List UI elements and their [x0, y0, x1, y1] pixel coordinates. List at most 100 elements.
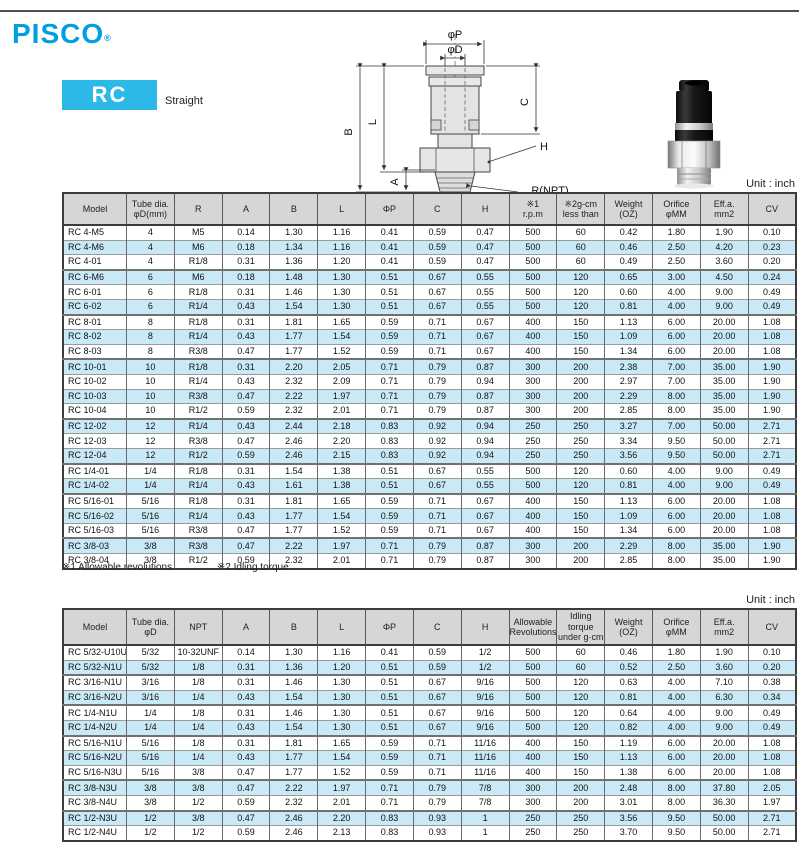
value-cell: 1 [460, 825, 510, 841]
table-row: RC 5/32-U10U 5/32 10-32UNF 0.14 1.30 1.16 0.41… [62, 644, 797, 661]
value-cell: 200 [556, 537, 606, 554]
dim-label-b: B [343, 128, 355, 135]
value-cell: 0.49 [604, 254, 653, 270]
value-cell: 500 [508, 254, 558, 270]
value-cell: 0.79 [412, 779, 462, 796]
table-row: RC 10-03 10 R3/8 0.47 2.22 1.97 0.71 0.79 0.87 30… [62, 388, 797, 404]
value-cell: R3/8 [173, 537, 223, 554]
value-cell: 3/16 [126, 674, 175, 691]
table-row: RC 5/16-01 5/16 R1/8 0.31 1.81 1.65 0.59 0.71 0.… [62, 492, 797, 509]
value-cell: 0.59 [365, 734, 414, 751]
value-cell: 4.00 [651, 704, 701, 721]
value-cell: 150 [556, 522, 606, 539]
value-cell: 1.30 [317, 284, 367, 300]
value-cell: 6.00 [651, 508, 701, 524]
value-cell: 1.52 [317, 343, 367, 360]
model-cell: RC 10-04 [62, 403, 127, 419]
value-cell: 2.71 [747, 417, 797, 434]
value-cell: 1.08 [747, 750, 797, 766]
value-cell: 2.85 [604, 403, 653, 419]
value-cell: 0.51 [365, 298, 414, 315]
value-cell: 0.59 [221, 447, 271, 464]
table-row: RC 12-03 12 R3/8 0.47 2.46 2.20 0.83 0.92 0.94 25… [62, 433, 797, 449]
value-cell: 9/16 [460, 674, 510, 691]
value-cell: 0.59 [365, 750, 414, 766]
value-cell: 0.71 [412, 508, 462, 524]
value-cell: 1.16 [317, 224, 367, 241]
value-cell: 0.31 [221, 313, 271, 330]
value-cell: 0.59 [365, 508, 414, 524]
value-cell: 0.94 [460, 373, 510, 390]
value-cell: 1/4 [126, 704, 175, 721]
value-cell: 0.71 [412, 343, 462, 360]
value-cell: 9.50 [651, 433, 701, 449]
value-cell: 0.59 [365, 313, 414, 330]
value-cell: 20.00 [699, 522, 749, 539]
value-cell: 0.43 [221, 417, 271, 434]
value-cell: 0.71 [365, 794, 414, 811]
value-cell: 1/8 [173, 674, 223, 691]
value-cell: 500 [508, 462, 558, 479]
value-cell: 1/8 [173, 659, 223, 676]
value-cell: 300 [508, 403, 558, 419]
value-cell: 1.77 [269, 329, 319, 345]
value-cell: 0.49 [747, 719, 797, 736]
model-cell: RC 5/32-N1U [62, 659, 127, 676]
value-cell: 0.59 [221, 403, 271, 419]
value-cell: 1/2 [173, 794, 223, 811]
value-cell: R1/8 [173, 284, 223, 300]
value-cell: 200 [556, 779, 606, 796]
value-cell: 3/8 [173, 764, 223, 781]
value-cell: 0.87 [460, 358, 510, 375]
value-cell: 2.15 [317, 447, 367, 464]
value-cell: 400 [508, 343, 558, 360]
value-cell: 0.79 [412, 388, 462, 404]
value-cell: 3/8 [126, 794, 175, 811]
value-cell: 120 [556, 704, 606, 721]
footnote-allowable-revolutions: ※1 Allowable revolutions [62, 562, 173, 573]
value-cell: 0.59 [412, 254, 462, 270]
model-cell: RC 6-M6 [62, 268, 127, 285]
value-cell: R3/8 [173, 343, 223, 360]
column-header: L [317, 192, 367, 226]
value-cell: 0.47 [221, 343, 271, 360]
table-row: RC 10-04 10 R1/2 0.59 2.32 2.01 0.71 0.79 0.87 30… [62, 403, 797, 419]
value-cell: R1/8 [173, 358, 223, 375]
value-cell: 0.55 [460, 284, 510, 300]
value-cell: 0.55 [460, 268, 510, 285]
value-cell: 8.00 [651, 388, 701, 404]
value-cell: 35.00 [699, 358, 749, 375]
value-cell: 0.41 [365, 254, 414, 270]
value-cell: 0.67 [412, 284, 462, 300]
value-cell: 1.97 [317, 388, 367, 404]
value-cell: 1.34 [269, 239, 319, 255]
value-cell: 0.71 [365, 403, 414, 419]
value-cell: 8.00 [651, 537, 701, 554]
value-cell: 2.71 [747, 433, 797, 449]
value-cell: 0.31 [221, 254, 271, 270]
column-header: L [317, 608, 367, 646]
value-cell: 2.32 [269, 373, 319, 390]
header-row: Model Tube dia. φD(mm) R A B L ΦP C H ※1 r.p.m ※2g… [62, 192, 797, 226]
value-cell: 1.54 [269, 719, 319, 736]
value-cell: 9/16 [460, 704, 510, 721]
value-cell: 1/4 [173, 750, 223, 766]
value-cell: 2.48 [604, 779, 653, 796]
value-cell: 6.00 [651, 343, 701, 360]
brand-text: PISCO [12, 18, 105, 49]
value-cell: 4 [126, 239, 175, 255]
value-cell: 1.38 [317, 478, 367, 494]
column-header: R [173, 192, 223, 226]
value-cell: 400 [508, 508, 558, 524]
value-cell: 5/16 [126, 734, 175, 751]
column-header: A [221, 608, 271, 646]
value-cell: 1.90 [747, 537, 797, 554]
value-cell: 3.60 [699, 659, 749, 676]
value-cell: 1.80 [651, 644, 701, 661]
value-cell: 9.50 [651, 809, 701, 826]
value-cell: 0.31 [221, 462, 271, 479]
value-cell: 150 [556, 329, 606, 345]
value-cell: 0.31 [221, 659, 271, 676]
value-cell: 500 [508, 284, 558, 300]
value-cell: 0.43 [221, 750, 271, 766]
